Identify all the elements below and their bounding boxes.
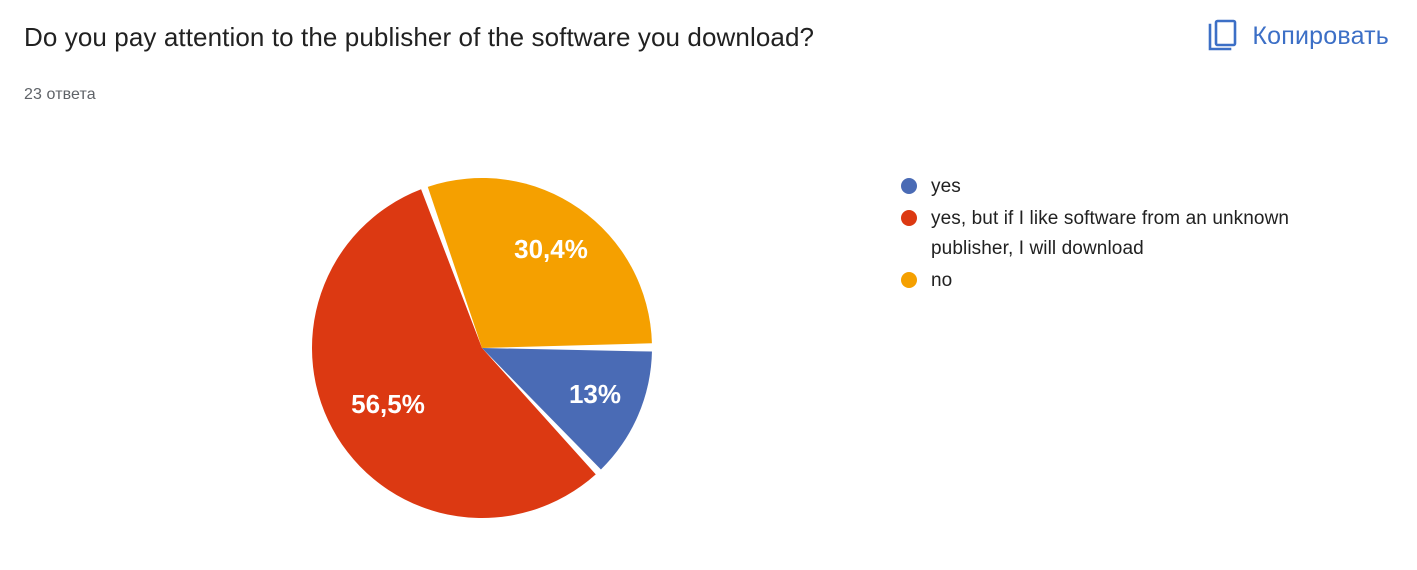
response-count: 23 ответа: [24, 86, 96, 103]
pie-slice-label-yes-but: 56,5%: [351, 389, 425, 419]
chart-legend: yes yes, but if I like software from an …: [901, 172, 1371, 298]
legend-bullet-yes: [901, 178, 917, 194]
legend-label-yes: yes: [931, 176, 961, 197]
pie-slice-yes-but[interactable]: [311, 189, 596, 519]
legend-bullet-no: [901, 272, 917, 288]
page-title: Do you pay attention to the publisher of…: [24, 22, 815, 52]
legend-label-no: no: [931, 270, 953, 291]
pie-slice-label-yes: 13%: [569, 379, 621, 409]
pie-chart: 13% 56,5% 30,4%: [311, 178, 652, 519]
legend-item-yes[interactable]: yes: [901, 172, 1371, 202]
pie-slice-label-no: 30,4%: [514, 234, 588, 264]
legend-item-yes-but[interactable]: yes, but if I like software from an unkn…: [901, 204, 1371, 264]
legend-item-no[interactable]: no: [901, 266, 1371, 296]
pie-slice-yes[interactable]: [482, 348, 652, 470]
chart-area: 13% 56,5% 30,4% yes yes, but if I like s…: [0, 130, 1417, 560]
copy-icon: [1204, 18, 1238, 54]
pie-slice-labels: 13% 56,5% 30,4%: [351, 234, 621, 419]
legend-bullet-yes-but: [901, 210, 917, 226]
pie-slice-no[interactable]: [427, 178, 652, 348]
copy-button-label: Копировать: [1252, 22, 1389, 50]
pie-slices: [311, 178, 652, 519]
legend-label-yes-but: yes, but if I like software from an unkn…: [931, 208, 1290, 259]
copy-button[interactable]: Копировать: [1202, 14, 1391, 58]
